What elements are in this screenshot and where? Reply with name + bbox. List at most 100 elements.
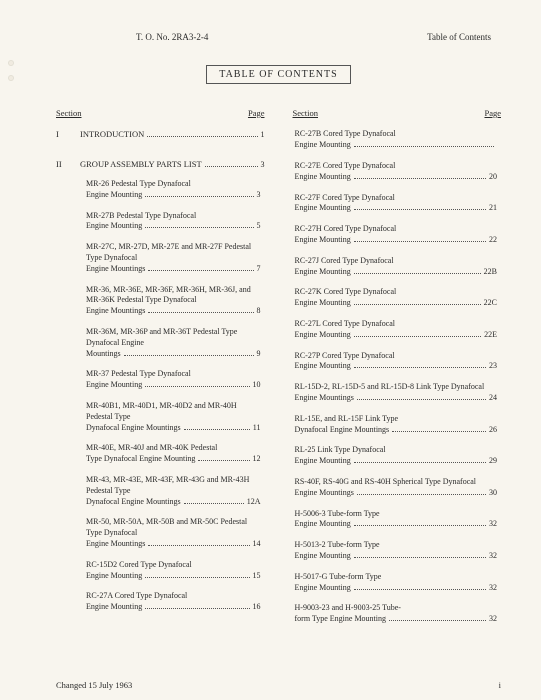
col-header-section: Section <box>56 108 82 119</box>
entry-page: 29 <box>489 456 497 467</box>
entry-text: MR-40B1, MR-40D1, MR-40D2 and MR-40H Ped… <box>86 401 261 423</box>
entry-last-line: Dynafocal Engine Mountings <box>86 423 181 434</box>
section-title: INTRODUCTION <box>80 129 144 140</box>
entry-page: 32 <box>489 519 497 530</box>
toc-entry: MR-50, MR-50A, MR-50B and MR-50C Pedesta… <box>86 517 261 549</box>
toc-entry: RS-40F, RS-40G and RS-40H Spherical Type… <box>295 477 498 499</box>
entry-last-line: form Type Engine Mounting <box>295 614 387 625</box>
right-column: Section Page RC-27B Cored Type Dynafocal… <box>293 108 502 635</box>
toc-entry: H-5017-G Tube-form TypeEngine Mounting32 <box>295 572 498 594</box>
entry-text: RC-27A Cored Type Dynafocal <box>86 591 261 602</box>
toc-entry: MR-27B Pedestal Type DynafocalEngine Mou… <box>86 211 261 233</box>
entry-text: RC-27F Cored Type Dynafocal <box>295 193 498 204</box>
page-header: T. O. No. 2RA3-2-4 Table of Contents <box>56 32 501 42</box>
entry-last-line: Engine Mounting <box>295 235 351 246</box>
entry-page: 8 <box>257 306 261 317</box>
entry-last-line: Dynafocal Engine Mountings <box>295 425 390 436</box>
entry-page: 22 <box>489 235 497 246</box>
entry-text: MR-40E, MR-40J and MR-40K Pedestal <box>86 443 261 454</box>
entry-page: 16 <box>253 602 261 613</box>
left-column: Section Page I INTRODUCTION 1 II GROU <box>56 108 265 635</box>
page-footer: Changed 15 July 1963 i <box>56 680 501 690</box>
entry-text: MR-26 Pedestal Type Dynafocal <box>86 179 261 190</box>
footer-page-num: i <box>499 680 501 690</box>
section-row: I INTRODUCTION 1 <box>56 129 265 149</box>
section-number: I <box>56 129 80 149</box>
toc-entry: MR-36, MR-36E, MR-36F, MR-36H, MR-36J, a… <box>86 285 261 317</box>
entry-last-line: Engine Mounting <box>295 140 351 151</box>
entry-last-line: Dynafocal Engine Mountings <box>86 497 181 508</box>
entry-last-line: Engine Mounting <box>86 571 142 582</box>
entry-text: RS-40F, RS-40G and RS-40H Spherical Type… <box>295 477 498 488</box>
toc-entry: RC-27F Cored Type DynafocalEngine Mounti… <box>295 193 498 215</box>
section-page: 1 <box>261 130 265 141</box>
entry-text: H-5017-G Tube-form Type <box>295 572 498 583</box>
toc-entry: MR-27C, MR-27D, MR-27E and MR-27F Pedest… <box>86 242 261 274</box>
col-header-section: Section <box>293 108 319 119</box>
entry-text: MR-36M, MR-36P and MR-36T Pedestal Type … <box>86 327 261 349</box>
toc-entry: H-9003-23 and H-9003-25 Tube-form Type E… <box>295 603 498 625</box>
toc-entry: MR-40B1, MR-40D1, MR-40D2 and MR-40H Ped… <box>86 401 261 433</box>
to-number: T. O. No. 2RA3-2-4 <box>136 32 208 42</box>
entry-last-line: Engine Mountings <box>295 393 354 404</box>
toc-entry: MR-40E, MR-40J and MR-40K PedestalType D… <box>86 443 261 465</box>
entry-text: RC-27J Cored Type Dynafocal <box>295 256 498 267</box>
section-title: GROUP ASSEMBLY PARTS LIST <box>80 159 202 170</box>
entry-text: RC-27P Cored Type Dynafocal <box>295 351 498 362</box>
entry-text: RC-27K Cored Type Dynafocal <box>295 287 498 298</box>
toc-entry: MR-36M, MR-36P and MR-36T Pedestal Type … <box>86 327 261 359</box>
entry-text: RC-27H Cored Type Dynafocal <box>295 224 498 235</box>
section-number: II <box>56 159 80 623</box>
toc-entry: RC-27E Cored Type DynafocalEngine Mounti… <box>295 161 498 183</box>
right-column-header: Section Page <box>293 108 502 119</box>
entry-page: 32 <box>489 583 497 594</box>
entry-page: 22B <box>484 267 497 278</box>
entry-last-line: Engine Mountings <box>86 306 145 317</box>
entry-text: H-9003-23 and H-9003-25 Tube- <box>295 603 498 614</box>
entry-page: 24 <box>489 393 497 404</box>
entry-page: 22E <box>484 330 497 341</box>
entry-page: 26 <box>489 425 497 436</box>
entry-last-line: Engine Mountings <box>86 264 145 275</box>
entry-text: RL-25 Link Type Dynafocal <box>295 445 498 456</box>
entry-page: 23 <box>489 361 497 372</box>
entry-last-line: Engine Mountings <box>86 539 145 550</box>
toc-entry: H-5006-3 Tube-form TypeEngine Mounting 32 <box>295 509 498 531</box>
entry-text: RC-27L Cored Type Dynafocal <box>295 319 498 330</box>
toc-entry: MR-43, MR-43E, MR-43F, MR-43G and MR-43H… <box>86 475 261 507</box>
toc-entry: RC-27L Cored Type DynafocalEngine Mounti… <box>295 319 498 341</box>
entry-text: RC-27B Cored Type Dynafocal <box>295 129 498 140</box>
section-row: II GROUP ASSEMBLY PARTS LIST 3 MR-26 Ped… <box>56 159 265 623</box>
entry-page: 12A <box>247 497 261 508</box>
entry-text: H-5006-3 Tube-form Type <box>295 509 498 520</box>
entry-last-line: Mountings <box>86 349 121 360</box>
entry-page: 32 <box>489 551 497 562</box>
entry-text: MR-50, MR-50A, MR-50B and MR-50C Pedesta… <box>86 517 261 539</box>
toc-entry: H-5013-2 Tube-form TypeEngine Mounting32 <box>295 540 498 562</box>
entry-page: 22C <box>484 298 497 309</box>
entry-page: 30 <box>489 488 497 499</box>
section-page: 3 <box>261 160 265 171</box>
entry-last-line: Engine Mounting <box>295 172 351 183</box>
entry-page: 12 <box>253 454 261 465</box>
toc-entry: RC-15D2 Cored Type DynafocalEngine Mount… <box>86 560 261 582</box>
toc-entry: MR-26 Pedestal Type DynafocalEngine Moun… <box>86 179 261 201</box>
col-header-page: Page <box>248 108 265 119</box>
entry-last-line: Engine Mounting <box>86 221 142 232</box>
entry-page: 3 <box>257 190 261 201</box>
entry-text: H-5013-2 Tube-form Type <box>295 540 498 551</box>
toc-entry: RL-15D-2, RL-15D-5 and RL-15D-8 Link Typ… <box>295 382 498 404</box>
toc-entry: RC-27H Cored Type DynafocalEngine Mounti… <box>295 224 498 246</box>
entry-text: MR-27B Pedestal Type Dynafocal <box>86 211 261 222</box>
toc-entry: RL-25 Link Type DynafocalEngine Mounting… <box>295 445 498 467</box>
entry-text: MR-36, MR-36E, MR-36F, MR-36H, MR-36J, a… <box>86 285 261 307</box>
entry-page: 32 <box>489 614 497 625</box>
entry-last-line: Engine Mounting <box>295 203 351 214</box>
toc-entry: RC-27P Cored Type DynafocalEngine Mounti… <box>295 351 498 373</box>
entry-last-line: Engine Mounting <box>86 190 142 201</box>
toc-entry: RC-27A Cored Type DynafocalEngine Mounti… <box>86 591 261 613</box>
entry-last-line: Type Dynafocal Engine Mounting <box>86 454 195 465</box>
toc-title: TABLE OF CONTENTS <box>206 65 350 84</box>
entry-last-line: Engine Mounting <box>295 519 351 530</box>
col-header-page: Page <box>484 108 501 119</box>
